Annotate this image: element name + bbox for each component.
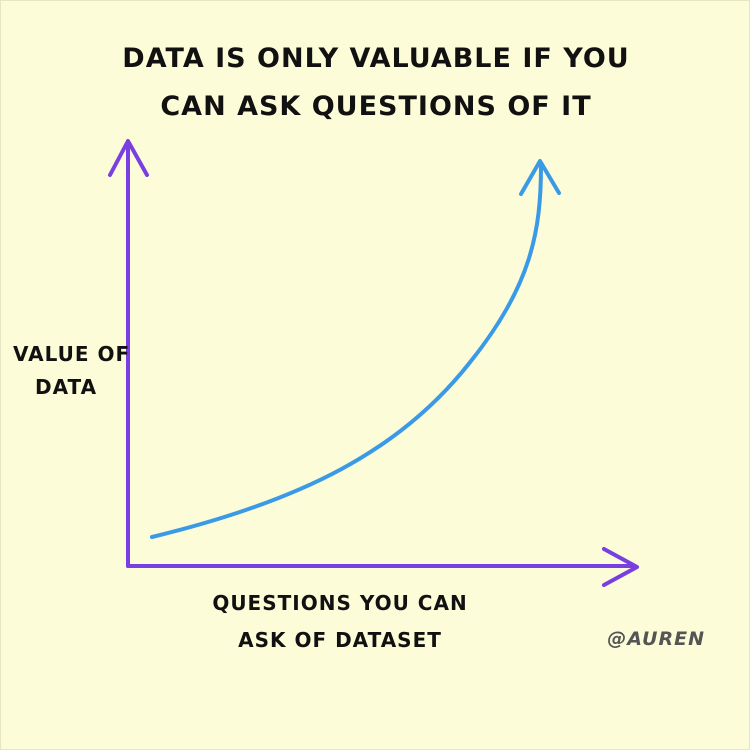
chart-title-line-1: DATA IS ONLY VALUABLE IF YOU <box>122 43 630 74</box>
x-axis-arrowhead <box>602 547 639 587</box>
chart-title-line-2: CAN ASK QUESTIONS OF IT <box>160 91 592 122</box>
author-credit: @AUREN <box>607 628 705 650</box>
exponential-growth-curve <box>150 164 543 539</box>
y-axis-arrowhead <box>108 139 149 177</box>
y-axis-label-line-1: VALUE OF <box>13 342 131 366</box>
x-axis-label-line-1: QUESTIONS YOU CAN <box>212 591 468 615</box>
y-axis-label-line-2: DATA <box>35 375 98 399</box>
curve-arrowhead <box>519 159 561 196</box>
x-axis-label-line-2: ASK OF DATASET <box>238 628 442 652</box>
